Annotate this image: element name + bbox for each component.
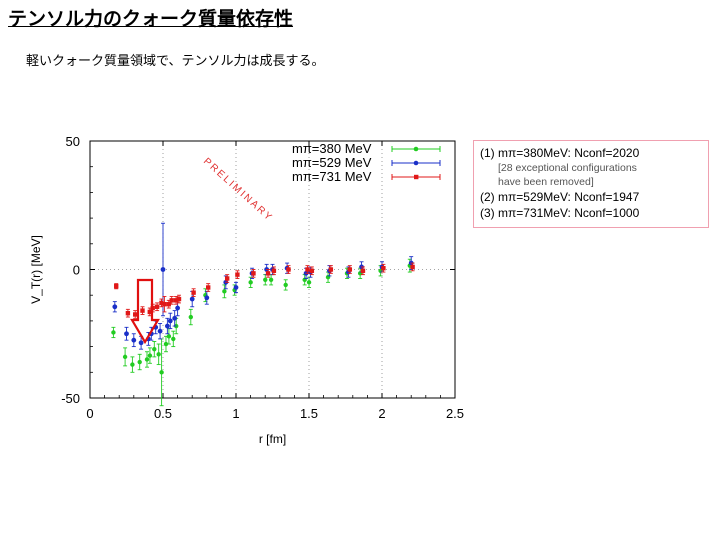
data-point-380 [156,352,161,357]
x-axis-label: r [fm] [259,432,286,446]
data-point-380 [152,346,157,352]
slide-title: テンソル力のクォーク質量依存性 [8,8,294,30]
data-point-731 [271,268,277,273]
x-tick-label: 1.5 [300,406,318,421]
data-point-380 [130,362,135,367]
data-point-731 [251,271,256,276]
legend-marker [413,160,419,166]
data-point-731 [114,284,119,289]
data-point-380 [188,314,193,320]
data-point-731 [305,267,310,272]
data-point-380 [306,280,312,285]
data-point-380 [163,341,169,347]
data-point-731 [410,264,415,270]
data-point-380 [171,336,176,342]
x-tick-label: 1 [232,406,239,421]
y-tick-label: 50 [66,134,80,149]
legend-label: mπ=731 MeV [292,169,372,184]
legend-label: mπ=380 MeV [292,141,372,156]
x-tick-label: 0 [86,406,93,421]
data-point-529 [204,295,210,301]
data-point-380 [137,359,142,365]
data-point-731 [125,310,131,316]
data-point-731 [140,308,145,313]
data-point-731 [286,267,291,272]
info-note-1: [28 exceptional configurations [498,162,637,174]
legend-marker [414,174,419,180]
data-point-731 [133,312,138,317]
data-point-731 [206,285,211,290]
info-line-380: (1) mπ=380MeV: Nconf=2020 [480,146,640,160]
data-point-731 [381,266,386,271]
info-line-731: (3) mπ=731MeV: Nconf=1000 [480,206,640,220]
data-point-731 [309,268,315,273]
y-tick-label: -50 [61,391,80,406]
data-point-731 [191,290,196,295]
data-point-380 [248,280,253,285]
data-point-731 [147,309,152,315]
data-point-380 [222,289,227,294]
data-point-529 [164,323,170,329]
data-point-529 [167,318,173,324]
data-point-731 [347,267,353,272]
data-point-731 [224,276,230,281]
legend-marker [413,146,419,152]
data-point-529 [172,315,178,321]
data-point-731 [162,301,167,307]
data-point-731 [265,271,271,276]
data-point-380 [111,330,116,335]
data-point-731 [173,298,179,303]
data-point-529 [138,340,144,346]
data-point-529 [112,304,118,310]
info-box: (1) mπ=380MeV: Nconf=2020 [28 exceptiona… [473,140,709,228]
data-point-529 [175,305,181,311]
data-point-380 [283,282,288,288]
data-point-731 [159,300,164,306]
data-point-731 [166,301,171,307]
data-point-731 [235,272,240,277]
data-point-731 [176,296,182,302]
data-point-731 [169,298,174,303]
y-axis-label: V_T(r) [MeV] [29,235,43,304]
slide-subtitle: 軽いクォーク質量領域で、テンソル力は成長する。 [26,54,325,69]
data-point-529 [124,331,129,337]
data-point-380 [122,354,128,360]
legend-label: mπ=529 MeV [292,155,372,170]
data-point-380 [159,370,164,375]
x-tick-label: 0.5 [154,406,172,421]
y-tick-label: 0 [73,263,80,278]
info-line-529: (2) mπ=529MeV: Nconf=1947 [480,190,640,204]
data-point-731 [328,267,334,272]
down-arrow-annotation [130,278,160,345]
data-point-529 [189,296,195,302]
x-tick-label: 2.5 [446,406,464,421]
info-note-2: have been removed] [498,176,594,188]
data-point-380 [166,334,172,339]
data-point-529 [131,337,137,343]
data-point-380 [268,277,274,282]
data-point-380 [263,277,268,282]
data-point-731 [360,268,366,273]
data-point-380 [147,353,153,358]
data-point-529 [233,285,239,290]
data-point-529 [160,267,166,272]
x-tick-label: 2 [378,406,385,421]
data-point-529 [157,328,163,334]
data-point-731 [154,304,160,309]
data-point-380 [144,357,150,362]
